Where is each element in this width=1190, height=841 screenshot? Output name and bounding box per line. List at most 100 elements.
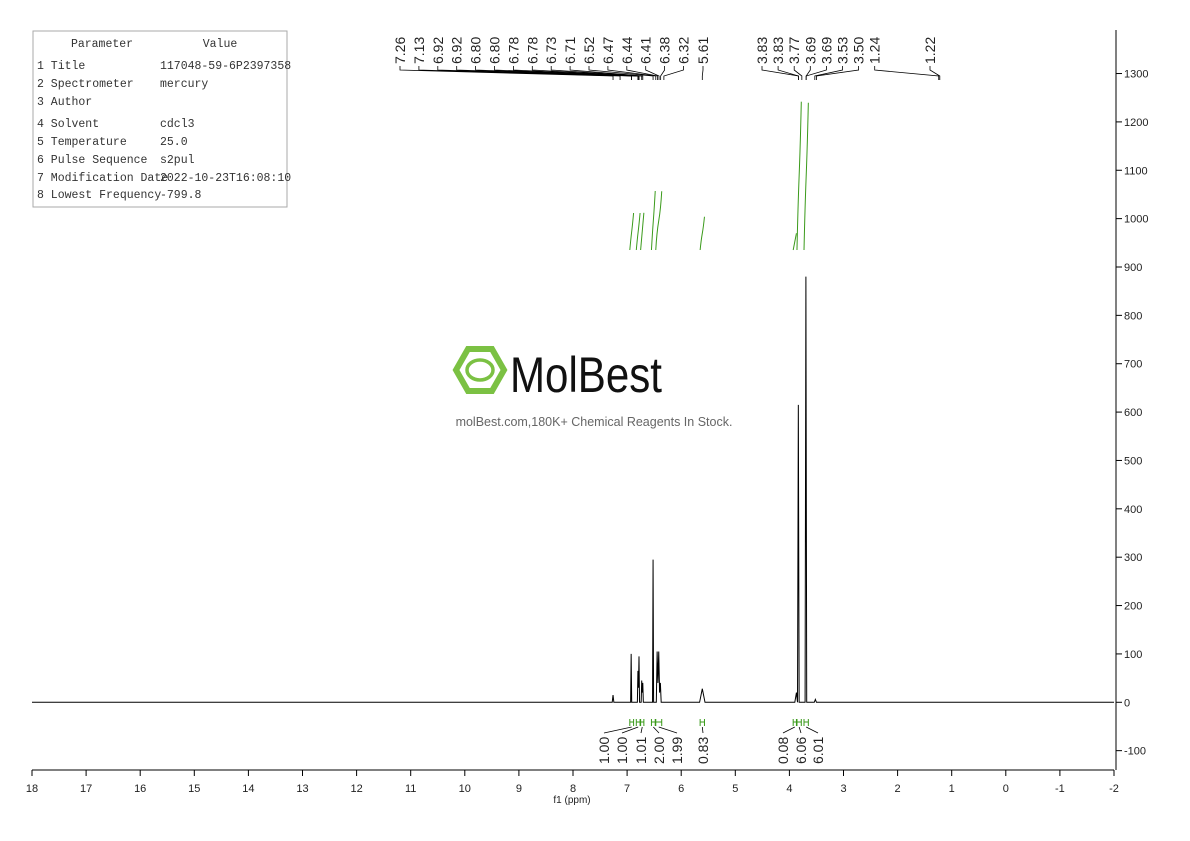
integral-bracket bbox=[629, 719, 635, 726]
peak-label: 3.83 bbox=[754, 37, 770, 64]
integral-curve bbox=[640, 212, 645, 251]
y-tick-label: 1300 bbox=[1124, 69, 1148, 81]
integral-connector bbox=[782, 726, 795, 734]
x-tick-label: 11 bbox=[405, 783, 416, 795]
peak-connector bbox=[494, 66, 639, 80]
integral-label: 6.01 bbox=[810, 737, 826, 764]
integral-connector bbox=[653, 726, 660, 734]
integral-connector bbox=[658, 726, 678, 734]
peak-label: 7.13 bbox=[411, 37, 427, 64]
peak-label: 6.80 bbox=[468, 37, 484, 64]
integral-connector bbox=[603, 726, 632, 734]
y-tick-label: 0 bbox=[1124, 697, 1130, 709]
integral-bracket bbox=[796, 719, 802, 726]
peak-connector bbox=[929, 66, 941, 80]
integral-connector bbox=[621, 726, 639, 734]
x-tick-label: 17 bbox=[80, 783, 92, 795]
peak-connector bbox=[531, 66, 640, 80]
table-cell: mercury bbox=[160, 78, 208, 91]
x-tick-label: 5 bbox=[732, 783, 738, 795]
logo-ring bbox=[465, 358, 495, 382]
y-tick-label: 600 bbox=[1124, 407, 1142, 419]
x-tick-label: 2 bbox=[895, 783, 901, 795]
y-tick-label: 300 bbox=[1124, 552, 1142, 564]
table-cell: 4 Solvent bbox=[37, 118, 99, 131]
integral-bracket bbox=[803, 719, 809, 726]
x-tick-label: -1 bbox=[1055, 783, 1065, 795]
integral-label: 6.06 bbox=[793, 737, 809, 764]
x-tick-label: 9 bbox=[516, 783, 522, 795]
peak-label: 6.41 bbox=[638, 37, 654, 64]
peak-label: 6.44 bbox=[619, 37, 635, 64]
peak-connector bbox=[701, 66, 704, 80]
peak-connector bbox=[793, 66, 803, 80]
peak-label: 3.69 bbox=[802, 37, 818, 64]
integral-bracket bbox=[792, 719, 797, 726]
peak-label: 6.92 bbox=[449, 37, 465, 64]
y-tick-label: 400 bbox=[1124, 504, 1142, 516]
integral-curve bbox=[655, 191, 663, 251]
peak-label: 7.26 bbox=[392, 37, 408, 64]
x-tick-label: 3 bbox=[840, 783, 846, 795]
peak-label: 6.71 bbox=[562, 37, 578, 64]
peak-label: 6.47 bbox=[600, 37, 616, 64]
peak-label: 3.53 bbox=[835, 37, 851, 64]
spectrum-line bbox=[32, 276, 1114, 703]
integral-label: 1.00 bbox=[596, 737, 612, 764]
table-header: Parameter bbox=[71, 38, 133, 51]
x-tick-label: 7 bbox=[624, 783, 630, 795]
peak-connector bbox=[761, 66, 799, 80]
logo bbox=[452, 346, 508, 394]
x-tick-label: -2 bbox=[1109, 783, 1119, 795]
y-tick-label: 1200 bbox=[1124, 117, 1148, 129]
x-tick-label: 8 bbox=[570, 783, 576, 795]
integral-connector bbox=[640, 726, 643, 734]
peak-label: 6.32 bbox=[676, 37, 692, 64]
table-cell: s2pul bbox=[160, 154, 195, 167]
integral-bracket bbox=[699, 719, 705, 726]
y-tick-label: 900 bbox=[1124, 262, 1142, 274]
integral-curve bbox=[699, 216, 705, 251]
integral-connector bbox=[701, 726, 704, 734]
peak-connector bbox=[805, 66, 827, 80]
peak-connector bbox=[660, 66, 665, 80]
x-axis-label: f1 (ppm) bbox=[553, 795, 590, 806]
peak-label: 6.80 bbox=[487, 37, 503, 64]
integral-curve bbox=[792, 233, 797, 251]
table-cell: 5 Temperature bbox=[37, 136, 127, 149]
peak-connector bbox=[626, 66, 658, 80]
integral-bracket bbox=[655, 719, 663, 726]
integral-bracket bbox=[640, 719, 645, 726]
integral-curve bbox=[629, 212, 635, 251]
peak-connector bbox=[663, 66, 684, 80]
integral-label: 1.01 bbox=[633, 737, 649, 764]
peak-label: 3.69 bbox=[818, 37, 834, 64]
peak-connector bbox=[814, 66, 843, 80]
integral-curve bbox=[635, 212, 641, 251]
x-tick-label: 12 bbox=[350, 783, 362, 795]
peak-connector bbox=[645, 66, 660, 80]
x-tick-label: 6 bbox=[678, 783, 684, 795]
integral-connector bbox=[798, 726, 802, 734]
logo-text: MolBest bbox=[510, 347, 662, 403]
peak-label: 5.61 bbox=[695, 37, 711, 64]
integral-label: 0.08 bbox=[775, 737, 791, 764]
logo-hexagon bbox=[452, 346, 508, 394]
y-tick-label: 700 bbox=[1124, 359, 1142, 371]
x-tick-label: 18 bbox=[26, 783, 38, 795]
peak-connector bbox=[874, 66, 940, 80]
peak-label: 6.78 bbox=[505, 37, 521, 64]
y-tick-label: 200 bbox=[1124, 601, 1142, 613]
table-cell: 2 Spectrometer bbox=[37, 78, 134, 91]
integral-label: 2.00 bbox=[651, 737, 667, 764]
peak-label: 6.38 bbox=[657, 37, 673, 64]
x-tick-label: 13 bbox=[296, 783, 308, 795]
peak-label: 3.83 bbox=[770, 37, 786, 64]
integral-connector bbox=[805, 726, 819, 734]
y-tick-label: 800 bbox=[1124, 310, 1142, 322]
peak-connector bbox=[550, 66, 643, 80]
x-tick-label: 0 bbox=[1003, 783, 1009, 795]
table-header: Value bbox=[203, 38, 238, 51]
